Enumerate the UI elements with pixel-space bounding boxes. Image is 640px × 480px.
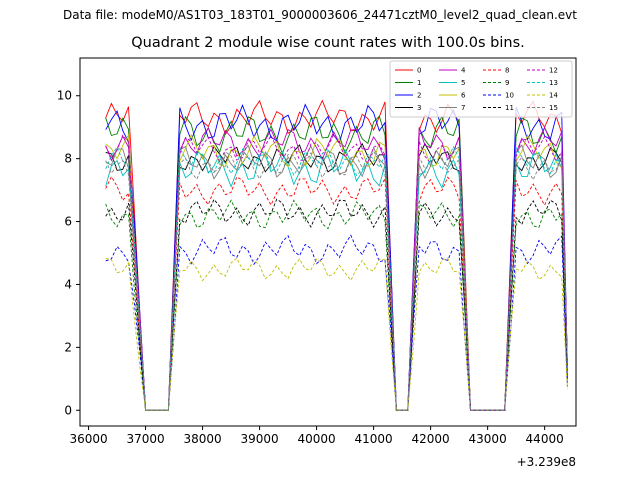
legend-label: 3	[417, 104, 421, 112]
x-tick-label: 42000	[412, 432, 450, 446]
x-tick-label: 36000	[69, 432, 107, 446]
y-tick-label: 8	[64, 152, 72, 166]
legend-box	[389, 60, 573, 118]
plot-lines	[105, 99, 568, 411]
axes-frame	[79, 57, 577, 427]
x-tick-label: 40000	[298, 432, 336, 446]
legend-label: 9	[505, 79, 509, 87]
legend-label: 7	[461, 104, 465, 112]
x-tick-label: 38000	[183, 432, 221, 446]
legend-label: 4	[461, 67, 466, 75]
y-tick-label: 2	[64, 340, 72, 354]
legend-label: 13	[549, 79, 558, 87]
x-offset-label: +3.239e8	[517, 455, 576, 469]
y-tick-label: 4	[64, 277, 72, 291]
legend-label: 11	[505, 104, 514, 112]
x-tick-label: 44000	[526, 432, 564, 446]
x-tick-label: 43000	[469, 432, 507, 446]
x-tick-label: 37000	[126, 432, 164, 446]
y-tick-label: 10	[57, 89, 72, 103]
legend-label: 15	[549, 104, 558, 112]
legend-label: 10	[505, 92, 514, 100]
series-line-11	[105, 198, 568, 411]
data-file-label: Data file: modeM0/AS1T03_183T01_90000036…	[63, 8, 577, 22]
legend-label: 0	[417, 67, 421, 75]
y-tick-label: 0	[64, 403, 72, 417]
y-axis: 0 2 4 6 8 10	[57, 89, 80, 417]
x-tick-label: 39000	[240, 432, 278, 446]
legend-label: 6	[461, 92, 466, 100]
legend-label: 8	[505, 67, 509, 75]
series-line-15	[105, 149, 568, 411]
legend-label: 2	[417, 92, 421, 100]
x-tick-label: 41000	[355, 432, 393, 446]
legend-label: 5	[461, 79, 465, 87]
y-tick-label: 6	[64, 215, 72, 229]
legend-label: 14	[549, 92, 558, 100]
chart-title: Quadrant 2 module wise count rates with …	[131, 35, 525, 51]
legend-label: 12	[549, 67, 558, 75]
series-line-14	[105, 257, 568, 411]
legend-label: 1	[417, 79, 421, 87]
series-line-12	[105, 133, 568, 411]
x-axis: 36000 37000 38000 39000 40000 41000 42000 43000…	[69, 426, 564, 446]
